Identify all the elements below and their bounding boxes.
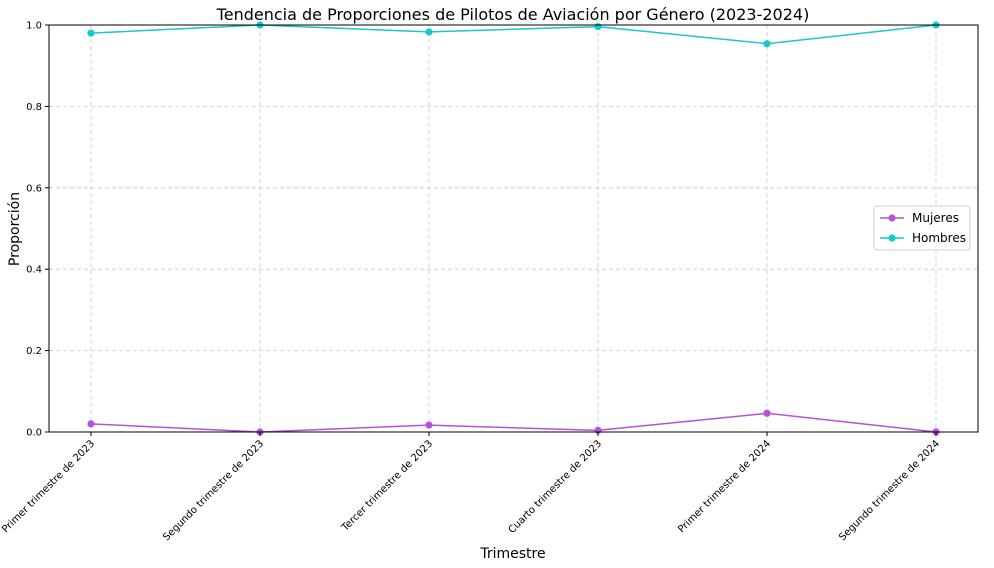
legend: Mujeres Hombres [873,205,971,251]
grid [49,24,978,433]
y-axis-label: Proporción [7,192,23,266]
x-tick-label: Tercer trimestre de 2023 [339,438,435,534]
x-tick-label: Primer trimestre de 2023 [0,438,97,535]
legend-label-mujeres: Mujeres [912,211,959,225]
x-tick-label: Cuarto trimestre de 2023 [507,438,605,536]
y-axis: 0.0 0.2 0.4 0.6 0.8 1.0 [26,21,49,439]
data-point-mujeres [425,421,433,429]
series-layer [87,21,940,436]
x-axis-label: Trimestre [479,546,545,562]
y-tick-label: 0.8 [26,102,42,113]
plot-frame [48,24,979,433]
x-axis: Primer trimestre de 2023 Segundo trimestr… [0,432,942,543]
legend-marker-hombres [888,234,896,242]
series-line-hombres [90,24,937,45]
x-tick-label: Primer trimestre de 2024 [676,438,773,535]
y-tick-label: 0.4 [26,265,42,276]
x-tick-label: Segundo trimestre de 2024 [837,438,942,543]
data-point-hombres [87,29,95,37]
y-tick-label: 0.6 [26,183,42,194]
data-point-hombres [594,23,602,31]
data-point-mujeres [763,409,771,417]
y-tick-label: 0.2 [26,346,42,357]
legend-label-hombres: Hombres [912,231,966,245]
legend-box [873,205,971,251]
data-point-hombres [425,28,433,36]
x-tick-label: Segundo trimestre de 2023 [161,438,266,543]
legend-marker-mujeres [888,214,896,222]
chart-title: Tendencia de Proporciones de Pilotos de … [216,5,810,24]
data-point-mujeres [87,420,95,428]
data-point-hombres [763,40,771,48]
y-tick-label: 0.0 [26,428,42,439]
series-line-mujeres [90,412,937,433]
y-tick-label: 1.0 [26,21,42,32]
